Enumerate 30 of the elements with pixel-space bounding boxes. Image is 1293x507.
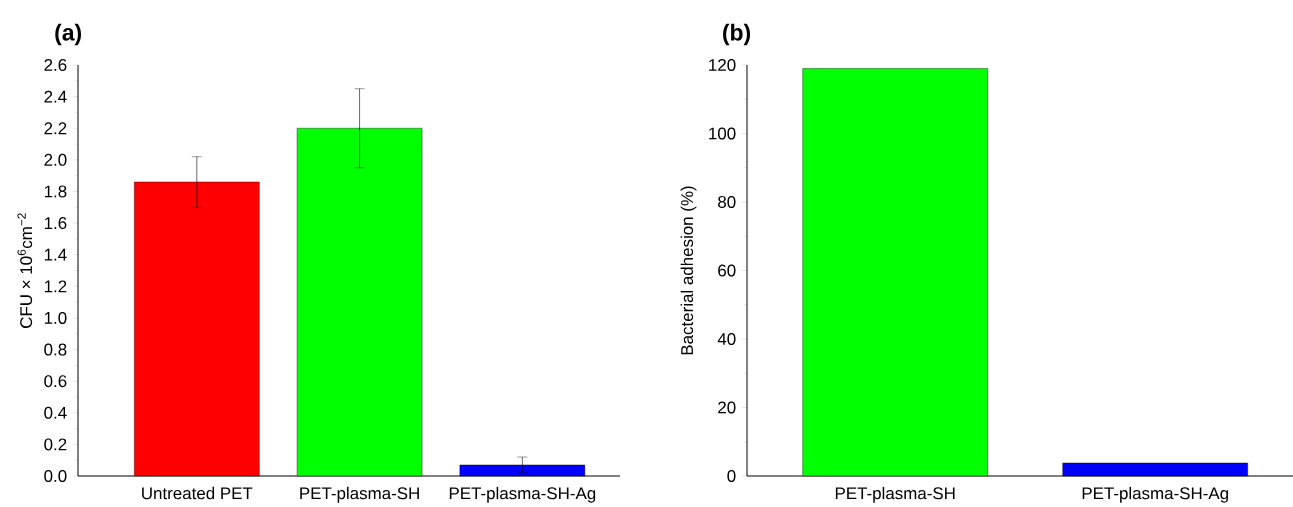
y-tick-label: 1.2	[44, 280, 67, 293]
x-tick-label: PET-plasma-SH-Ag	[1082, 486, 1228, 503]
y-tick-label: 1.8	[44, 185, 67, 198]
y-tick-label: 80	[718, 196, 736, 208]
y-axis-title: CFU × 10$^{6}$cm$^{−2}$	[17, 213, 33, 328]
x-tick-label: PET-plasma-SH	[300, 486, 419, 503]
y-tick-label: 1.0	[44, 311, 67, 324]
y-tick-label: 2.6	[44, 59, 67, 71]
y-tick-label: 40	[717, 333, 736, 345]
y-tick-label: 0.8	[44, 343, 67, 356]
chart-title: (b)	[723, 23, 751, 46]
y-tick-label: 100	[709, 127, 736, 140]
y-tick-label: 60	[718, 264, 736, 277]
y-tick-label: 0.0	[44, 470, 67, 482]
x-tick-label: Untreated PET	[142, 486, 253, 500]
y-tick-label: 0.6	[44, 375, 67, 388]
y-tick-label: 0	[727, 470, 736, 482]
y-tick-label: 2.2	[44, 122, 67, 135]
y-tick-label: 0.4	[44, 406, 67, 419]
y-tick-label: 120	[709, 59, 736, 71]
x-tick-label: PET-plasma-SH	[835, 486, 955, 503]
y-tick-label: 20	[718, 401, 736, 414]
y-tick-label: 0.2	[44, 438, 67, 451]
y-tick-label: 2.0	[44, 153, 67, 166]
y-axis-title: Bacterial adhesion (%)	[680, 186, 697, 355]
chart-title: (a)	[55, 23, 82, 46]
x-tick-label: PET-plasma-SH-Ag	[449, 486, 596, 503]
y-tick-label: 2.4	[44, 90, 67, 103]
y-tick-label: 1.4	[44, 248, 67, 261]
y-tick-label: 1.6	[44, 217, 67, 230]
